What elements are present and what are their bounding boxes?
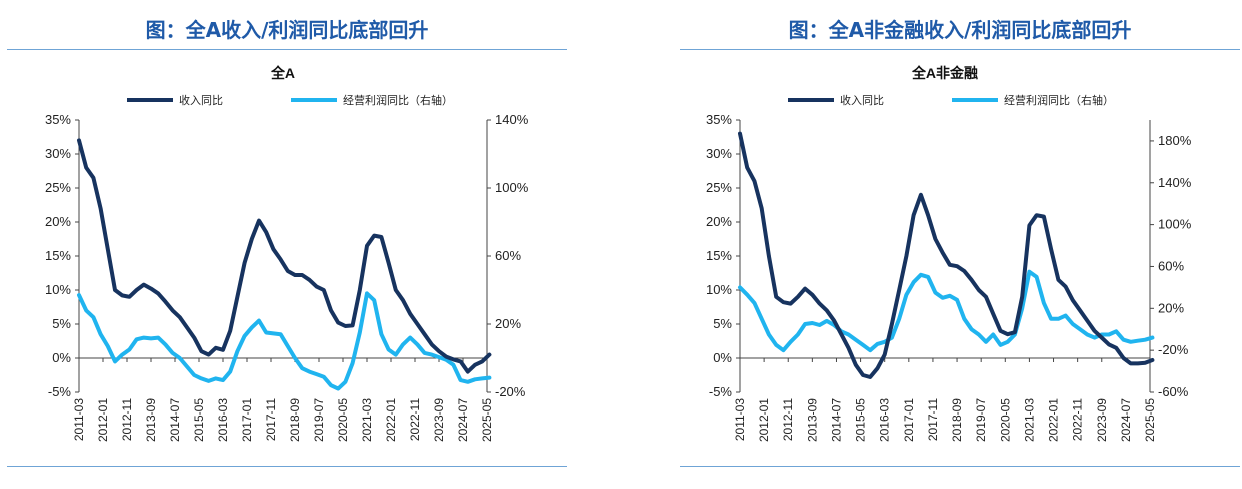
x-tick-label: 2019-07 <box>312 398 326 442</box>
legend-label: 收入同比 <box>179 93 223 107</box>
chart-title: 全A <box>270 65 295 81</box>
x-tick-label: 2015-05 <box>854 398 868 442</box>
bottom-rule <box>680 466 1240 467</box>
x-tick-label: 2023-09 <box>1095 398 1109 442</box>
left-tick-label: 35% <box>45 112 71 127</box>
right-tick-label: 100% <box>495 180 529 195</box>
x-tick-label: 2019-07 <box>974 398 988 442</box>
right-panel: 图：全A非金融收入/利润同比底部回升 全A非金融收入同比 经营利润同比（右轴） -5… <box>680 0 1240 489</box>
left-tick-label: 30% <box>706 146 732 161</box>
left-tick-label: 5% <box>52 316 71 331</box>
right-tick-label: 60% <box>1158 258 1184 273</box>
x-tick-label: 2016-03 <box>878 398 892 442</box>
right-tick-label: 20% <box>1158 300 1184 315</box>
left-panel: 图：全A收入/利润同比底部回升 全A 收入同比 经营利润同比（右轴） -5% 0% 5% 1… <box>7 0 567 489</box>
title-rule <box>680 49 1240 50</box>
revenue-yoy-line <box>738 131 1155 379</box>
right-tick-label: -60% <box>1158 384 1189 399</box>
title-rule <box>7 49 567 50</box>
x-tick-label: 2012-11 <box>781 398 795 441</box>
right-tick-label: -20% <box>1158 342 1189 357</box>
right-tick-label: 100% <box>1158 217 1192 232</box>
chart-title: 全A非金融 <box>911 65 978 81</box>
x-tick-label: 2011-03 <box>733 398 747 441</box>
profit-yoy-line <box>738 269 1155 353</box>
figure-title: 图：全A收入/利润同比底部回升 <box>145 18 429 42</box>
right-tick-label: -20% <box>495 384 526 399</box>
left-tick-label: 15% <box>45 248 71 263</box>
left-tick-label: 10% <box>45 282 71 297</box>
left-tick-label: 25% <box>706 180 732 195</box>
x-tick-label: 2024-07 <box>1119 398 1133 442</box>
x-tick-label: 2016-03 <box>216 398 230 442</box>
revenue-yoy-line <box>77 138 492 374</box>
x-tick-label: 2013-09 <box>144 398 158 442</box>
chart-all-a: 全A 收入同比 经营利润同比（右轴） -5% 0% 5% 10% 15% 20% 25% 30% 35… <box>45 65 529 442</box>
right-tick-label: 20% <box>495 316 521 331</box>
x-tick-label: 2012-01 <box>757 398 771 442</box>
figure-title: 图：全A非金融收入/利润同比底部回升 <box>788 18 1132 42</box>
left-tick-label: 10% <box>706 282 732 297</box>
left-tick-label: 25% <box>45 180 71 195</box>
left-tick-label: 30% <box>45 146 71 161</box>
x-tick-label: 2014-07 <box>168 398 182 442</box>
left-tick-label: 0% <box>713 350 732 365</box>
left-tick-label: 20% <box>45 214 71 229</box>
right-tick-label: 60% <box>495 248 521 263</box>
x-tick-label: 2013-09 <box>805 398 819 442</box>
left-tick-label: 5% <box>713 316 732 331</box>
left-tick-label: 35% <box>706 112 732 127</box>
left-tick-label: 20% <box>706 214 732 229</box>
legend-label: 经营利润同比（右轴） <box>343 93 453 107</box>
x-tick-label: 2025-05 <box>480 398 494 442</box>
x-tick-label: 2022-11 <box>1071 398 1085 441</box>
x-tick-label: 2022-11 <box>408 398 422 441</box>
left-tick-label: -5% <box>48 384 72 399</box>
x-tick-label: 2020-05 <box>998 398 1012 442</box>
right-tick-label: 180% <box>1158 133 1192 148</box>
x-tick-label: 2018-09 <box>288 398 302 442</box>
x-tick-label: 2014-07 <box>829 398 843 442</box>
right-tick-label: 140% <box>495 112 529 127</box>
x-tick-label: 2024-07 <box>456 398 470 442</box>
x-tick-label: 2020-05 <box>336 398 350 442</box>
x-tick-label: 2023-09 <box>432 398 446 442</box>
x-tick-label: 2025-05 <box>1143 398 1157 442</box>
x-tick-label: 2017-01 <box>240 398 254 442</box>
bottom-rule <box>7 466 567 467</box>
legend-label: 经营利润同比（右轴） <box>1004 93 1114 107</box>
x-tick-label: 2012-11 <box>120 398 134 441</box>
x-tick-label: 2011-03 <box>72 398 86 441</box>
x-tick-label: 2015-05 <box>192 398 206 442</box>
x-tick-label: 2021-03 <box>1022 398 1036 442</box>
x-tick-label: 2017-11 <box>926 398 940 441</box>
left-tick-label: 0% <box>52 350 71 365</box>
x-tick-label: 2018-09 <box>950 398 964 442</box>
left-tick-label: -5% <box>709 384 733 399</box>
x-tick-label: 2022-01 <box>384 398 398 442</box>
x-tick-label: 2012-01 <box>96 398 110 442</box>
right-tick-label: 140% <box>1158 175 1192 190</box>
x-tick-label: 2017-01 <box>902 398 916 442</box>
x-tick-label: 2017-11 <box>264 398 278 441</box>
left-tick-label: 15% <box>706 248 732 263</box>
legend-label: 收入同比 <box>840 93 884 107</box>
profit-yoy-line <box>77 291 492 391</box>
x-tick-label: 2021-03 <box>360 398 374 442</box>
x-tick-label: 2022-01 <box>1047 398 1061 442</box>
